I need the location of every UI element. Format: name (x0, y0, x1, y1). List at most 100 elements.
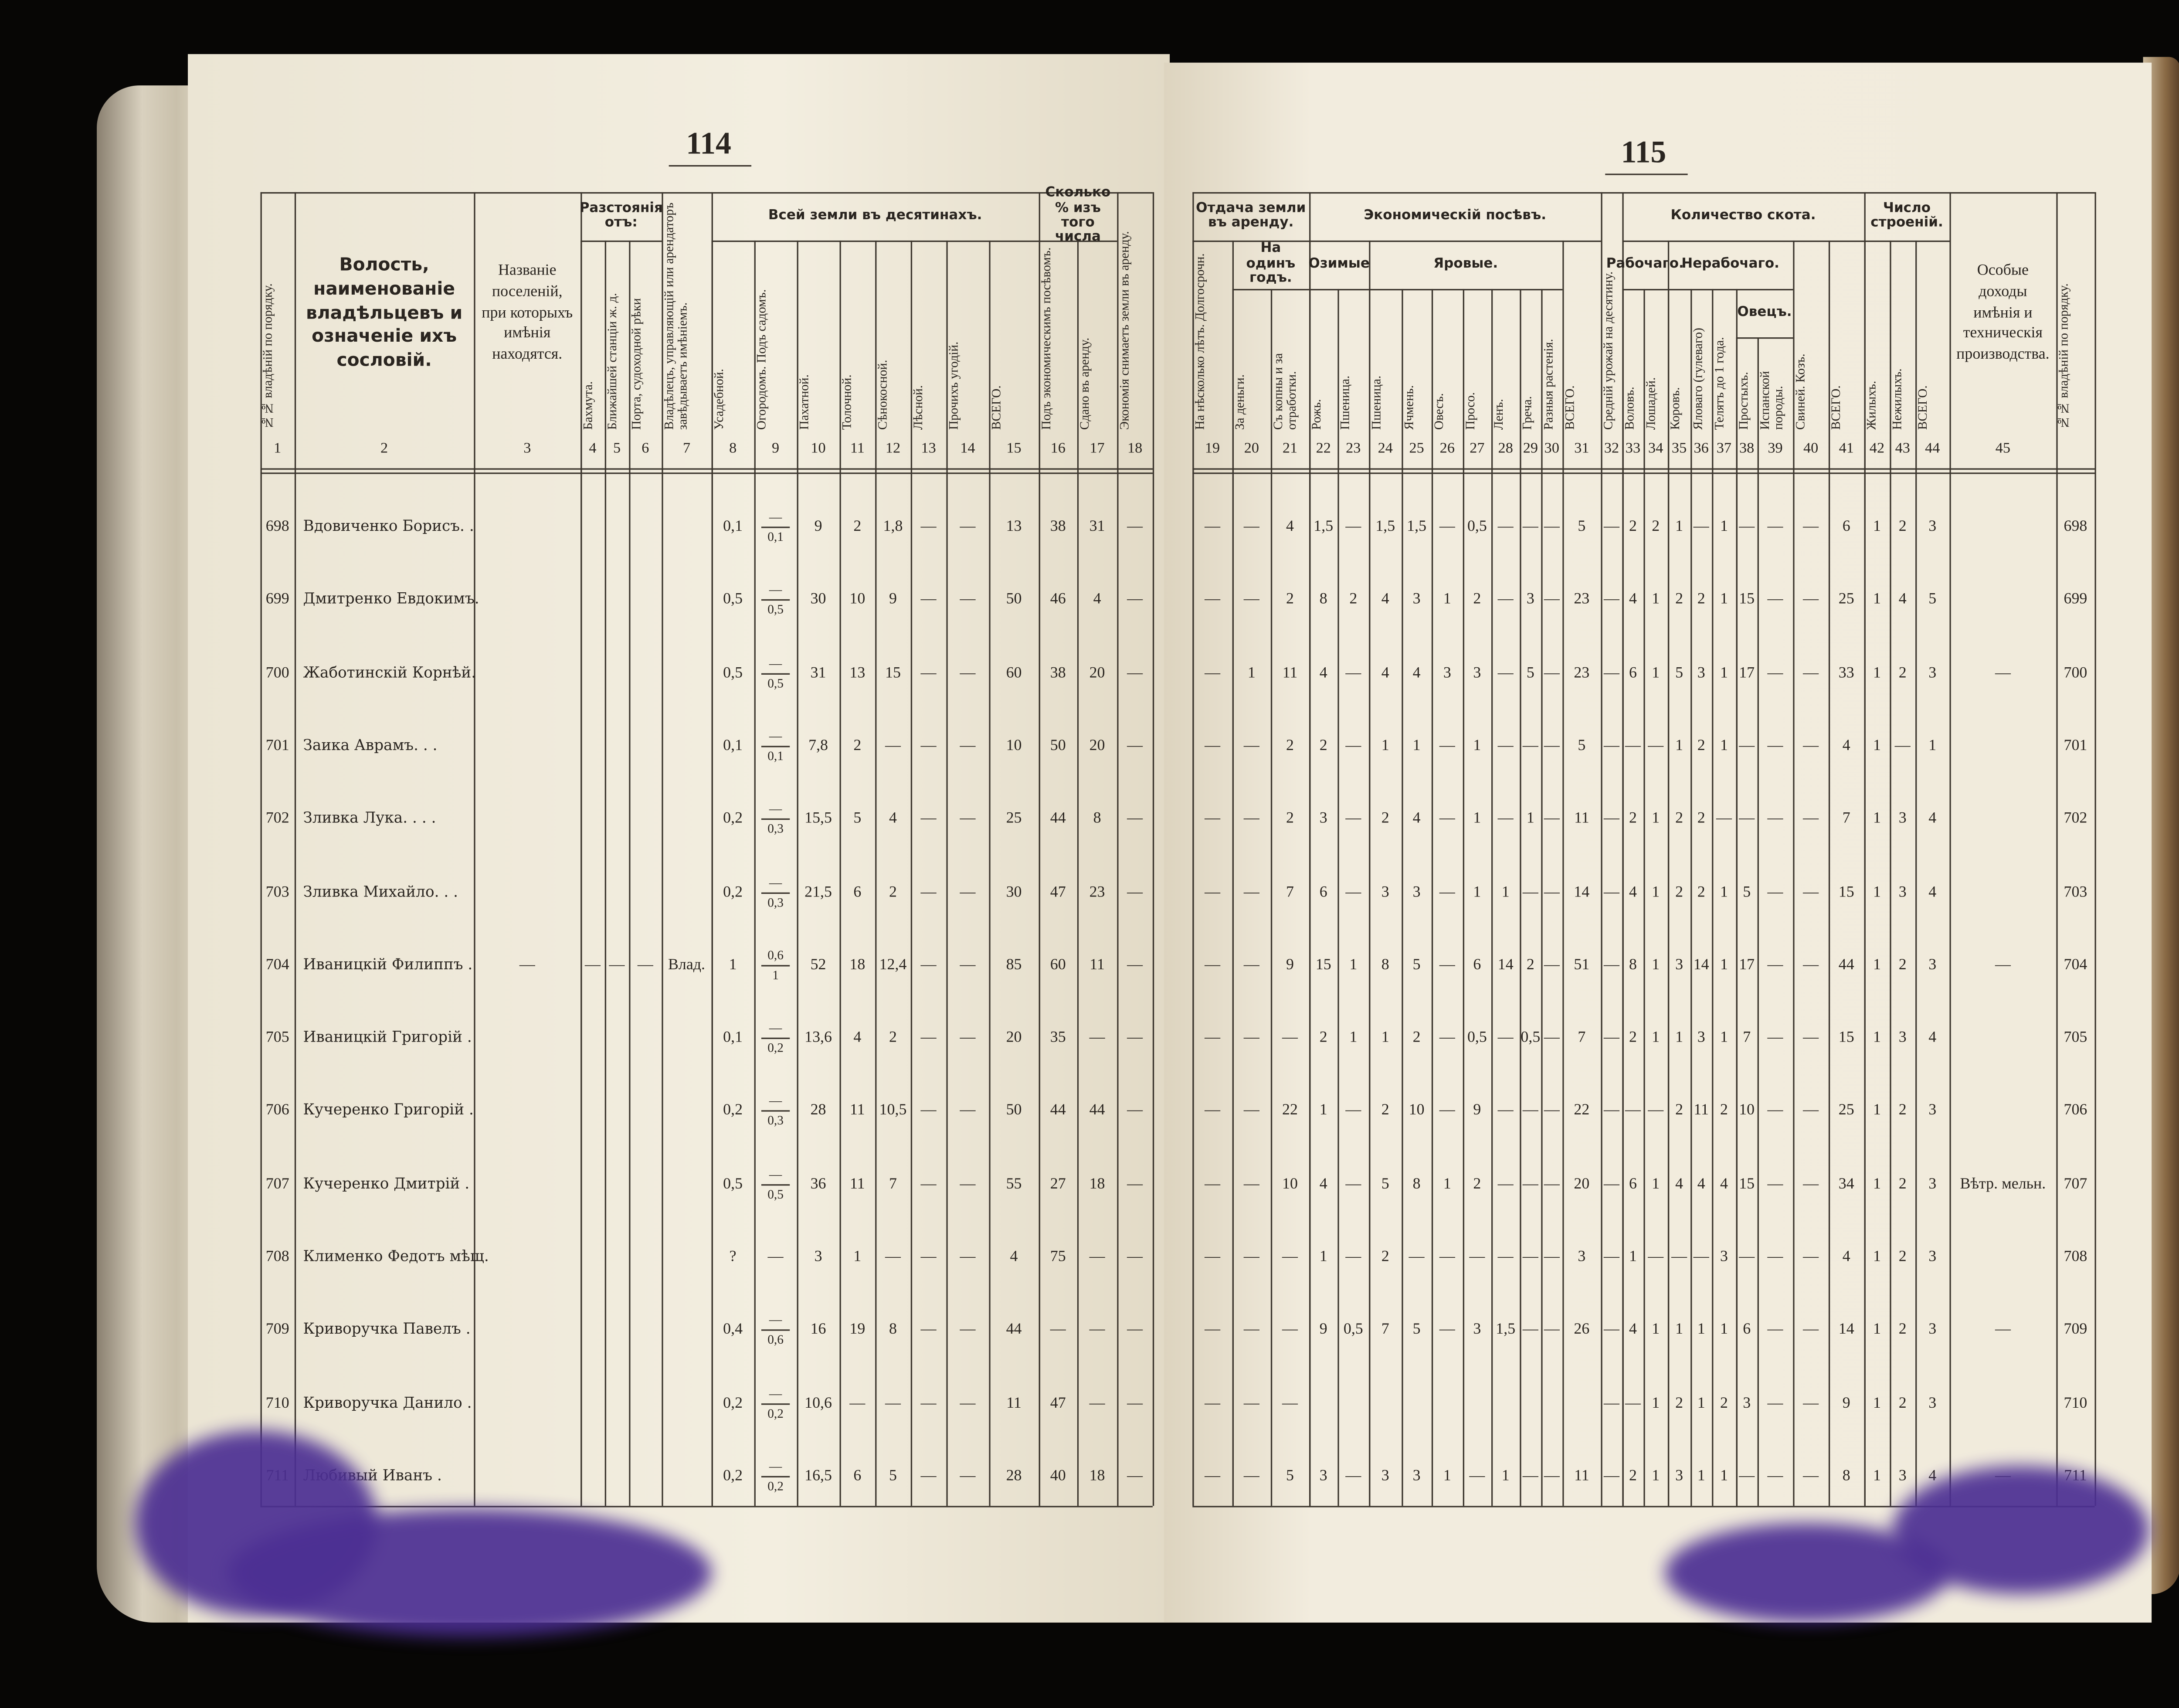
cell: 50 (1006, 591, 1022, 608)
cell: 3 (1928, 1248, 1937, 1266)
cell: 1 (1675, 1321, 1683, 1338)
column-rule (294, 192, 296, 1506)
cell: 4 (853, 1029, 862, 1046)
cell: 4 (1286, 518, 1294, 535)
fraction-rule (761, 526, 790, 528)
column-rule (1890, 240, 1891, 1506)
cell: — (1439, 1102, 1455, 1120)
cell: — (1345, 664, 1361, 682)
cell: 25 (1838, 1102, 1854, 1120)
cell: — (1127, 883, 1143, 900)
group-rule (1369, 289, 1563, 291)
cell: — (1522, 1321, 1538, 1338)
cell: 11 (850, 1175, 865, 1192)
column-header: Волость, наименованіе владѣльцевъ и озна… (305, 253, 463, 371)
column-header: Усадебной. (711, 369, 726, 430)
cell: — (920, 1175, 937, 1192)
column-number: 10 (811, 441, 826, 457)
cell: 3 (1473, 664, 1481, 682)
cell: 5 (1928, 591, 1937, 608)
column-header: Порта, судоходной рѣки (629, 298, 643, 430)
cell: — (1089, 1394, 1105, 1412)
cell: 0,2 (723, 1102, 743, 1120)
cell: 31 (810, 664, 826, 682)
cell: 5 (1578, 518, 1586, 535)
cell: 44 (1006, 1321, 1022, 1338)
fraction-top: — (769, 801, 782, 816)
column-rule (910, 240, 913, 1506)
fraction-bottom: 1 (772, 968, 779, 982)
cell: — (1127, 518, 1143, 535)
cell: 1,5 (1314, 518, 1334, 535)
cell: — (1544, 1175, 1560, 1192)
column-rule (797, 240, 798, 1506)
cell: 10,6 (804, 1394, 832, 1412)
cell: 3 (1697, 664, 1705, 682)
cell: 1 (1443, 1467, 1451, 1484)
cell: 4 (1928, 810, 1937, 828)
cell: 50 (1050, 737, 1066, 754)
cell: — (1282, 1321, 1298, 1338)
cell: 708 (265, 1248, 289, 1266)
fraction-top: — (769, 1459, 782, 1473)
cell: 75 (1050, 1248, 1066, 1266)
cell: 2 (1473, 1175, 1481, 1192)
group-rule (1192, 240, 1310, 242)
cell: 15 (1838, 1029, 1854, 1046)
column-rule (989, 240, 991, 1506)
cell: 7 (1381, 1321, 1389, 1338)
table-rule (1192, 192, 2095, 194)
cell: — (1243, 737, 1259, 754)
cell: 1 (1675, 518, 1683, 535)
cell: 15 (1315, 956, 1331, 974)
column-number: 38 (1739, 441, 1755, 457)
cell: — (1089, 1029, 1105, 1046)
cell: 25 (1006, 810, 1022, 828)
page-number: 115 (1621, 133, 1666, 170)
cell: 2 (1675, 591, 1683, 608)
cell: 1 (1720, 518, 1728, 535)
cell: — (920, 1248, 937, 1266)
column-number: 15 (1006, 441, 1022, 457)
cell: — (1544, 664, 1560, 682)
fraction-top: — (769, 728, 782, 743)
cell: 13 (849, 664, 865, 682)
cell: 701 (2064, 737, 2087, 754)
cell: 2 (1898, 1248, 1907, 1266)
cell: 15 (885, 664, 901, 682)
cell: 2 (853, 518, 862, 535)
cell: 23 (1089, 883, 1105, 900)
cell: 698 (265, 518, 289, 535)
column-rule (1736, 337, 1738, 1506)
cell: 2 (1629, 1467, 1637, 1484)
cell: — (1767, 737, 1783, 754)
cell: 7 (1286, 883, 1294, 900)
cell: Влад. (668, 956, 706, 974)
cell: 707 (2064, 1175, 2087, 1192)
cell: — (1243, 956, 1259, 974)
cell: 1 (1697, 1321, 1705, 1338)
cell: — (1803, 518, 1819, 535)
cell: — (1282, 1394, 1298, 1412)
column-number: 7 (682, 441, 691, 457)
cell: — (1803, 1102, 1819, 1120)
column-rule (1117, 192, 1119, 1506)
cell: 0,1 (723, 1029, 743, 1046)
cell: — (920, 1321, 937, 1338)
cell: 60 (1050, 956, 1066, 974)
cell: 1 (1873, 518, 1881, 535)
fraction-rule (761, 1476, 790, 1477)
cell: 20 (1089, 737, 1105, 754)
cell: — (920, 1102, 937, 1120)
cell: — (1648, 1102, 1664, 1120)
column-number: 16 (1050, 441, 1066, 457)
cell: — (1995, 1321, 2011, 1338)
cell: — (1205, 591, 1221, 608)
cell: — (1205, 1321, 1221, 1338)
cell: — (1205, 883, 1221, 900)
cell: 7 (889, 1175, 897, 1192)
cell: — (1604, 1029, 1619, 1046)
cell: 11 (1090, 956, 1105, 974)
cell: 1 (1473, 883, 1481, 900)
